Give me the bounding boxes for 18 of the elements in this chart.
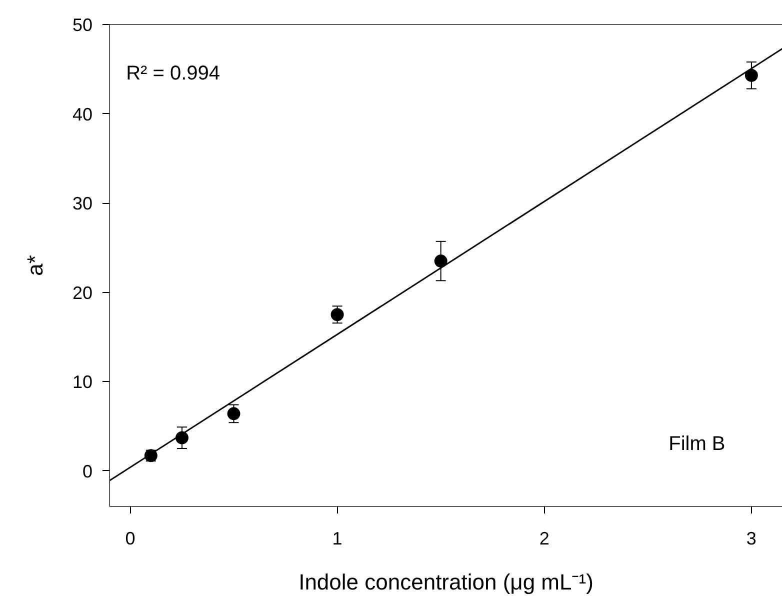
y-tick-label: 20 (72, 282, 93, 303)
y-tick-label: 50 (72, 15, 93, 35)
point (434, 254, 448, 268)
y-tick-label: 10 (72, 372, 93, 392)
x-axis-title: Indole concentration (μg mL⁻¹) (298, 570, 594, 594)
x-tick-label: 0 (125, 528, 136, 548)
y-tick-label: 40 (72, 104, 93, 124)
point (330, 308, 344, 322)
annotation: R² = 0.994 (126, 62, 220, 85)
y-tick-label: 30 (72, 194, 93, 214)
point (744, 68, 758, 82)
x-tick-label: 3 (746, 528, 756, 548)
y-tick-label: 0 (82, 461, 93, 482)
x-tick-label: 2 (539, 528, 550, 548)
y-axis-title: a* (22, 254, 48, 276)
annotation: Film B (668, 433, 726, 456)
x-tick-label: 1 (332, 528, 342, 548)
point (227, 407, 240, 420)
